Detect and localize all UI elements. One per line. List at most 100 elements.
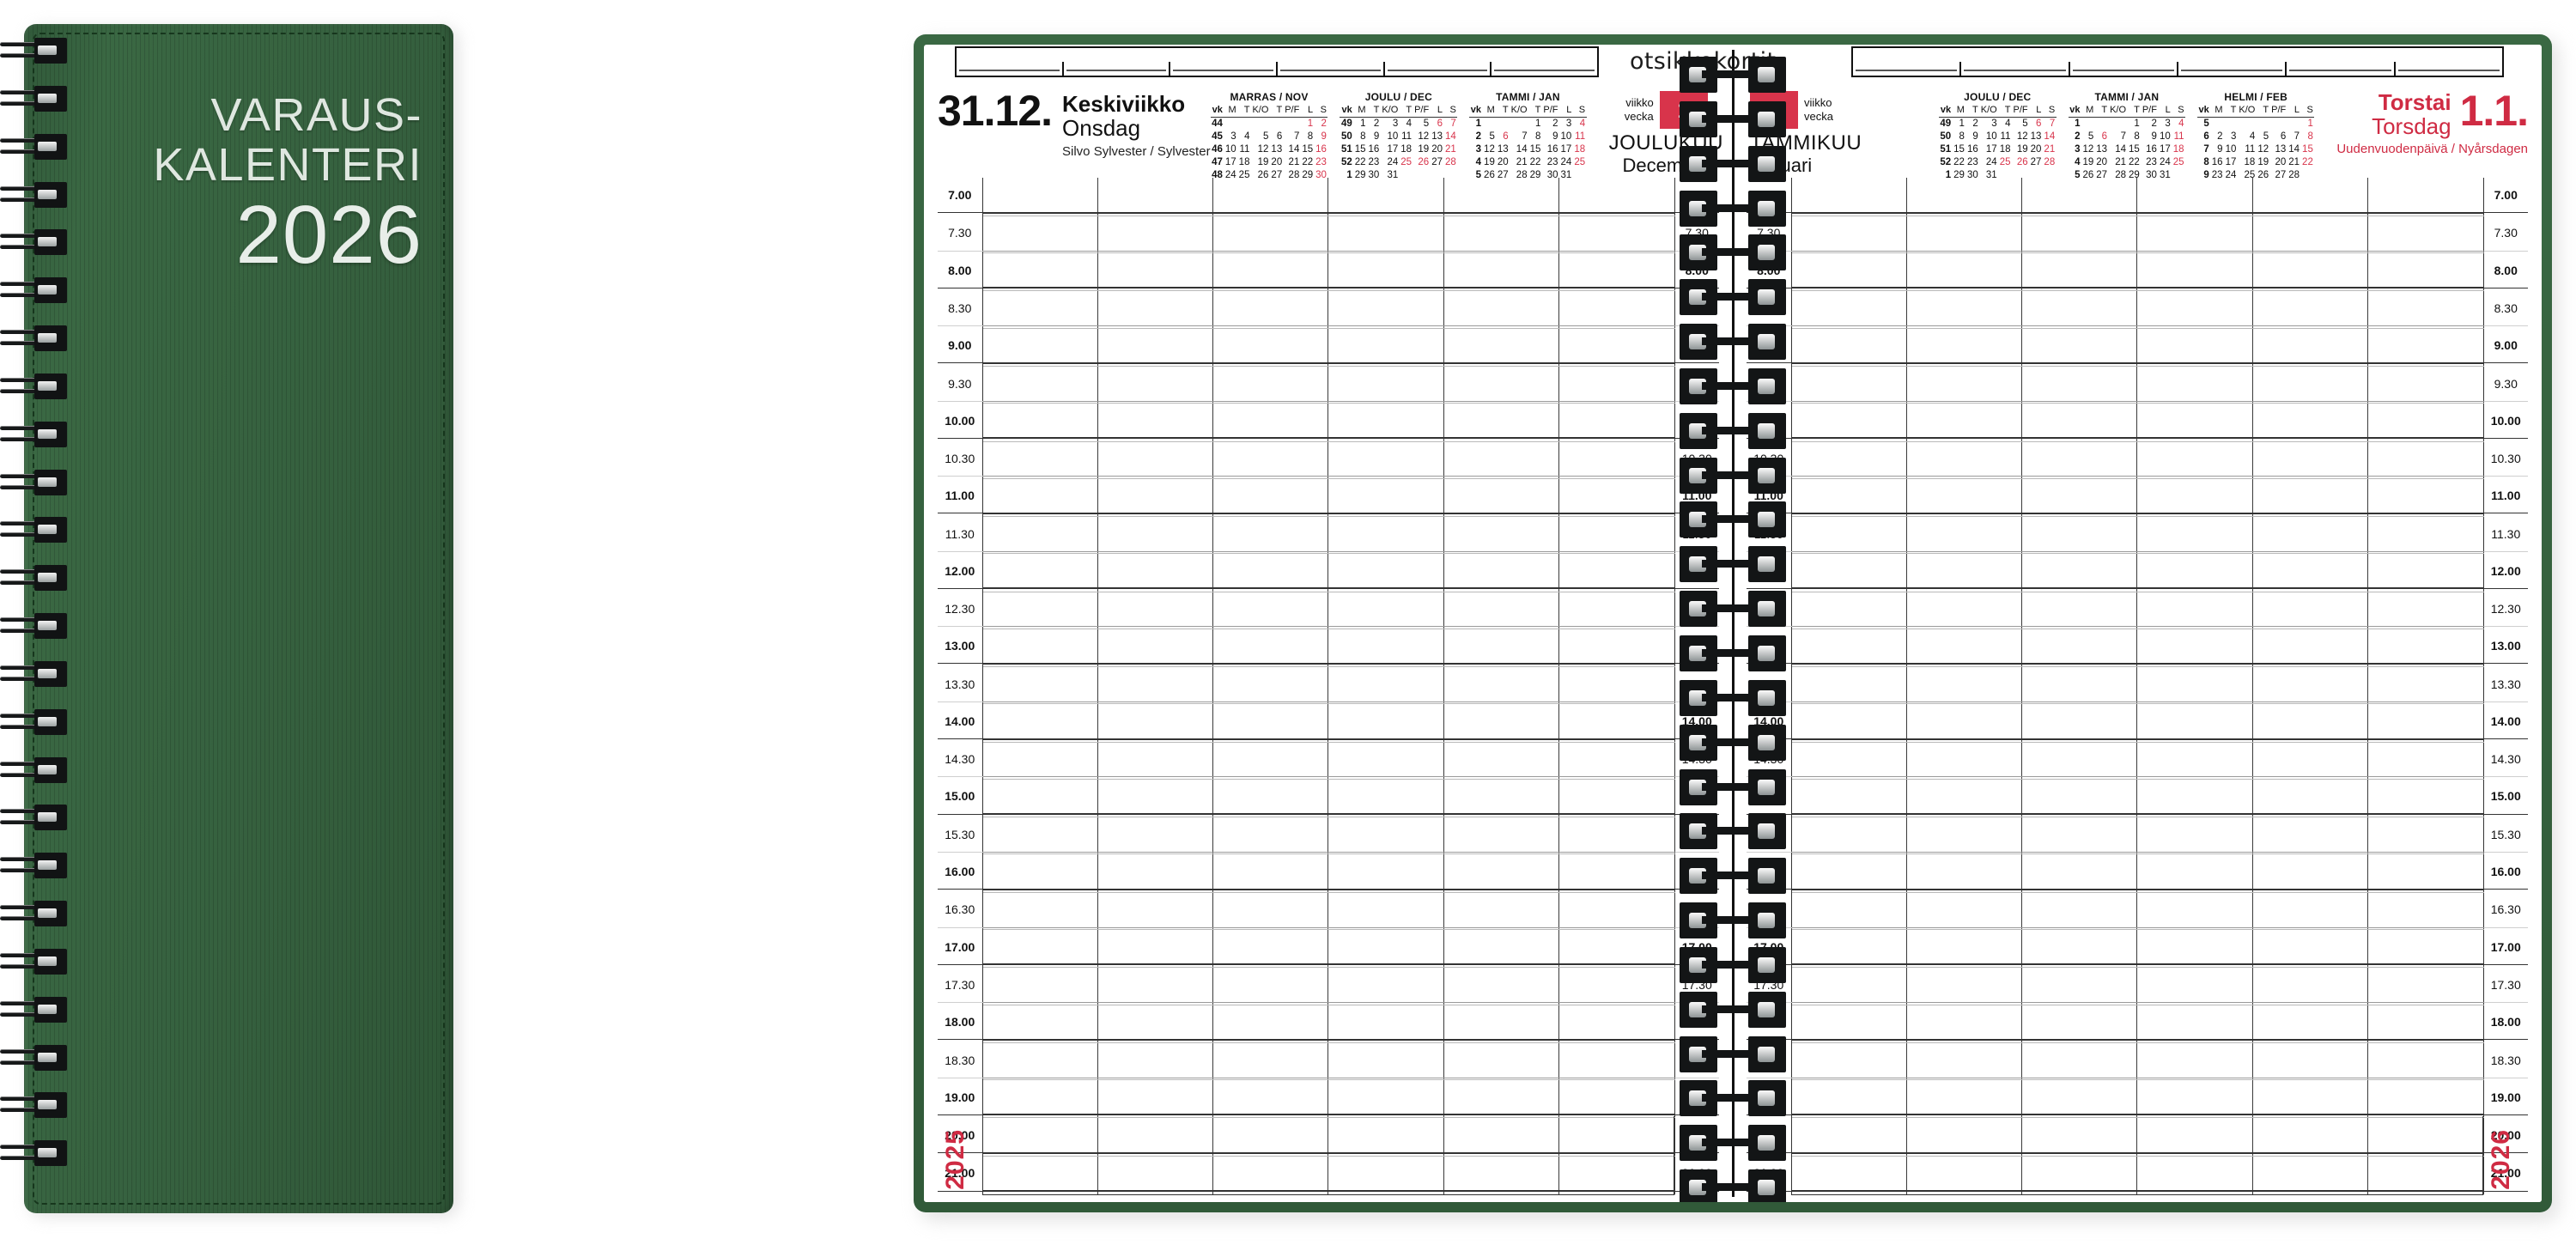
booking-cell[interactable] — [1790, 703, 1907, 740]
booking-cell[interactable] — [981, 438, 1098, 442]
booking-cell[interactable] — [1212, 516, 1328, 552]
booking-cell[interactable] — [2021, 889, 2137, 893]
booking-cell[interactable] — [2136, 178, 2253, 214]
booking-cell[interactable] — [1327, 1152, 1444, 1157]
booking-cell[interactable] — [1327, 1117, 1444, 1154]
booking-cell[interactable] — [1212, 927, 1328, 931]
booking-cell[interactable] — [1212, 1117, 1328, 1154]
booking-cell[interactable] — [981, 776, 1098, 780]
booking-cell[interactable] — [1212, 889, 1328, 893]
booking-cell[interactable] — [2251, 288, 2368, 292]
booking-cell[interactable] — [1905, 476, 2022, 479]
booking-cell[interactable] — [2251, 929, 2368, 966]
booking-cell[interactable] — [981, 1079, 1098, 1116]
booking-cell[interactable] — [2136, 929, 2253, 966]
booking-cell[interactable] — [981, 588, 1098, 592]
booking-cell[interactable] — [2367, 441, 2483, 477]
booking-cell[interactable] — [1212, 553, 1328, 590]
booking-cell[interactable] — [1905, 1005, 2022, 1041]
booking-cell[interactable] — [1212, 1152, 1328, 1157]
booking-cell[interactable] — [981, 1042, 1098, 1078]
booking-cell[interactable] — [2367, 551, 2483, 555]
booking-cell[interactable] — [1905, 513, 2022, 518]
booking-cell[interactable] — [1097, 216, 1213, 252]
booking-cell[interactable] — [1558, 1079, 1674, 1116]
booking-cell[interactable] — [1558, 478, 1674, 514]
booking-cell[interactable] — [2136, 328, 2253, 364]
booking-cell[interactable] — [2251, 1042, 2368, 1078]
booking-cell[interactable] — [1327, 362, 1444, 367]
booking-cell[interactable] — [1905, 366, 2022, 402]
booking-cell[interactable] — [1905, 1191, 2022, 1196]
booking-cell[interactable] — [1443, 967, 1559, 1004]
booking-cell[interactable] — [1905, 738, 2022, 743]
booking-cell[interactable] — [2367, 701, 2483, 705]
booking-cell[interactable] — [2021, 288, 2137, 292]
booking-cell[interactable] — [2367, 1079, 2483, 1116]
booking-cell[interactable] — [2367, 1156, 2483, 1193]
booking-cell[interactable] — [1443, 516, 1559, 552]
booking-cell[interactable] — [2251, 853, 2368, 890]
booking-cell[interactable] — [2021, 1005, 2137, 1041]
booking-cell[interactable] — [1443, 703, 1559, 740]
left-notes-box[interactable] — [982, 1116, 1674, 1195]
booking-cell[interactable] — [1443, 178, 1559, 214]
booking-cell[interactable] — [1790, 1156, 1907, 1193]
booking-cell[interactable] — [2136, 216, 2253, 252]
booking-cell[interactable] — [1327, 478, 1444, 514]
booking-cell[interactable] — [1327, 212, 1444, 216]
booking-cell[interactable] — [2136, 703, 2253, 740]
booking-cell[interactable] — [1905, 178, 2022, 214]
booking-cell[interactable] — [1905, 853, 2022, 890]
booking-cell[interactable] — [2021, 663, 2137, 668]
booking-cell[interactable] — [1790, 290, 1907, 327]
booking-cell[interactable] — [1905, 626, 2022, 629]
booking-cell[interactable] — [1790, 362, 1907, 367]
booking-cell[interactable] — [1790, 663, 1907, 668]
booking-cell[interactable] — [1443, 401, 1559, 404]
booking-cell[interactable] — [2021, 251, 2137, 254]
booking-cell[interactable] — [2021, 701, 2137, 705]
booking-cell[interactable] — [1558, 814, 1674, 818]
booking-cell[interactable] — [1905, 592, 2022, 628]
booking-cell[interactable] — [1905, 779, 2022, 816]
booking-cell[interactable] — [1790, 216, 1907, 252]
booking-cell[interactable] — [1097, 328, 1213, 364]
booking-cell[interactable] — [2251, 779, 2368, 816]
booking-cell[interactable] — [1558, 817, 1674, 853]
booking-cell[interactable] — [981, 738, 1098, 743]
booking-cell[interactable] — [2136, 927, 2253, 931]
booking-cell[interactable] — [1905, 1114, 2022, 1119]
booking-cell[interactable] — [2251, 212, 2368, 216]
booking-cell[interactable] — [1558, 401, 1674, 404]
booking-cell[interactable] — [1097, 1191, 1213, 1196]
booking-cell[interactable] — [1327, 325, 1444, 329]
booking-cell[interactable] — [1558, 703, 1674, 740]
booking-cell[interactable] — [1327, 1078, 1444, 1081]
booking-cell[interactable] — [1790, 1042, 1907, 1078]
booking-cell[interactable] — [2136, 513, 2253, 518]
booking-cell[interactable] — [2021, 927, 2137, 931]
booking-cell[interactable] — [1097, 366, 1213, 402]
booking-cell[interactable] — [1905, 588, 2022, 592]
booking-cell[interactable] — [2251, 366, 2368, 402]
booking-cell[interactable] — [1097, 852, 1213, 855]
header-card-cell[interactable] — [2393, 62, 2502, 76]
booking-cell[interactable] — [2136, 252, 2253, 289]
booking-cell[interactable] — [2251, 814, 2368, 818]
booking-cell[interactable] — [1212, 1042, 1328, 1078]
booking-cell[interactable] — [981, 290, 1098, 327]
booking-cell[interactable] — [1212, 551, 1328, 555]
booking-cell[interactable] — [2136, 629, 2253, 665]
booking-cell[interactable] — [2021, 476, 2137, 479]
booking-cell[interactable] — [1790, 553, 1907, 590]
booking-cell[interactable] — [981, 252, 1098, 289]
booking-cell[interactable] — [2021, 362, 2137, 367]
booking-cell[interactable] — [1790, 478, 1907, 514]
booking-cell[interactable] — [1327, 403, 1444, 440]
booking-cell[interactable] — [2021, 178, 2137, 214]
booking-cell[interactable] — [1443, 476, 1559, 479]
booking-cell[interactable] — [1558, 1191, 1674, 1196]
booking-cell[interactable] — [2136, 666, 2253, 702]
booking-cell[interactable] — [1097, 703, 1213, 740]
